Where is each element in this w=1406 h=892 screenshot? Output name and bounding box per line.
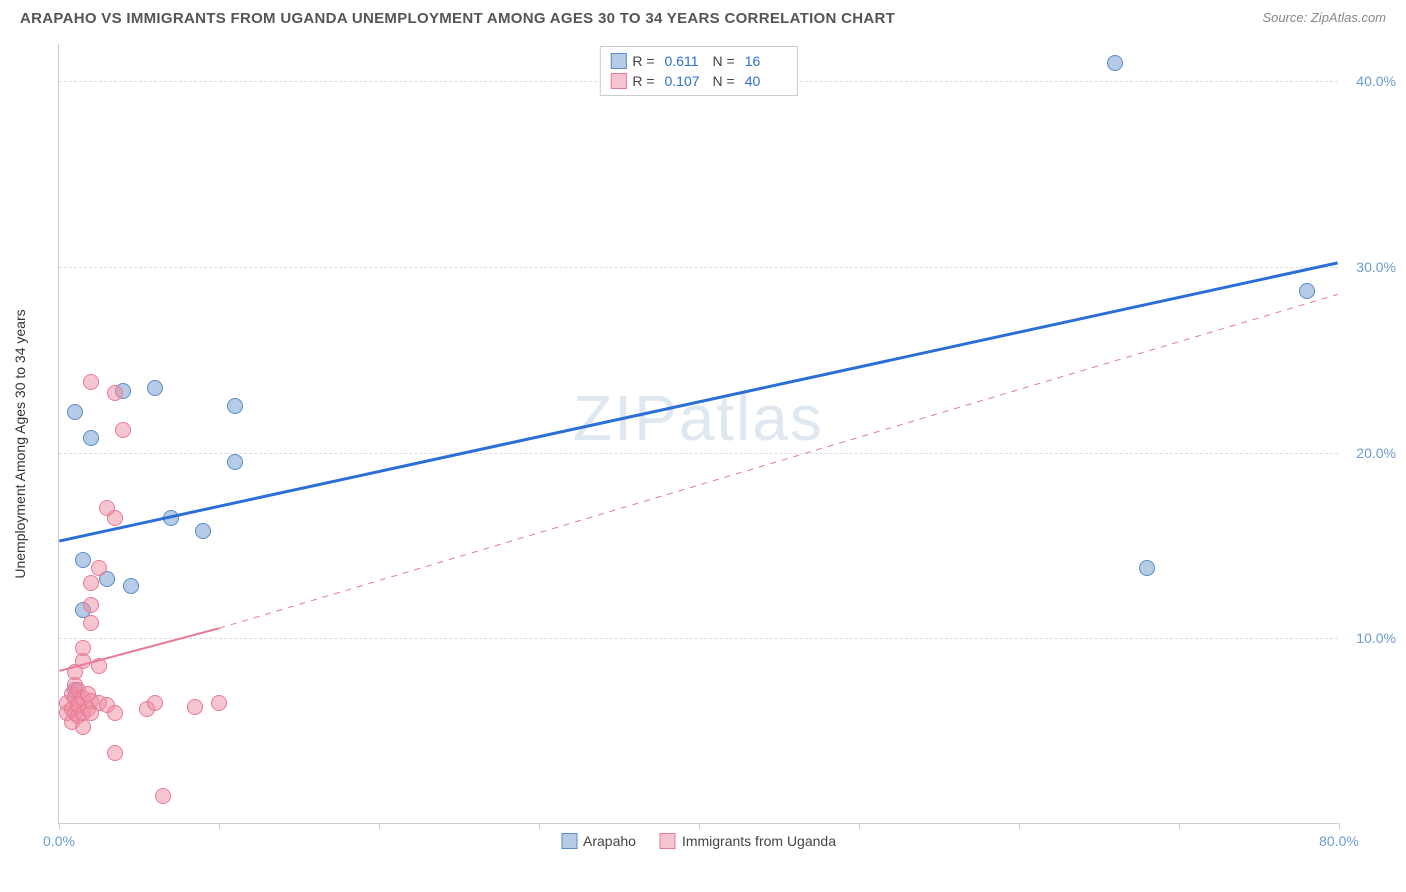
gridline-h bbox=[59, 453, 1338, 454]
scatter-plot: ZIPatlas R = 0.611 N = 16 R = 0.107 N = … bbox=[58, 44, 1338, 824]
x-tick-label: 80.0% bbox=[1319, 833, 1359, 849]
swatch-pink bbox=[660, 833, 676, 849]
data-point bbox=[75, 552, 91, 568]
data-point bbox=[107, 385, 123, 401]
y-tick-label: 20.0% bbox=[1356, 445, 1396, 461]
swatch-pink bbox=[610, 73, 626, 89]
data-point bbox=[155, 788, 171, 804]
data-point bbox=[227, 398, 243, 414]
header: ARAPAHO VS IMMIGRANTS FROM UGANDA UNEMPL… bbox=[0, 0, 1406, 33]
n-label: N = bbox=[713, 73, 735, 89]
legend-item-arapaho: Arapaho bbox=[561, 833, 636, 849]
source-label: Source: ZipAtlas.com bbox=[1262, 10, 1386, 25]
data-point bbox=[83, 597, 99, 613]
data-point bbox=[195, 523, 211, 539]
data-point bbox=[147, 695, 163, 711]
data-point bbox=[67, 404, 83, 420]
data-point bbox=[83, 374, 99, 390]
data-point bbox=[147, 380, 163, 396]
data-point bbox=[211, 695, 227, 711]
gridline-h bbox=[59, 638, 1338, 639]
legend-row-uganda: R = 0.107 N = 40 bbox=[610, 71, 786, 91]
data-point bbox=[75, 640, 91, 656]
n-value-uganda: 40 bbox=[745, 73, 787, 89]
data-point bbox=[107, 745, 123, 761]
data-point bbox=[163, 510, 179, 526]
r-label: R = bbox=[632, 73, 654, 89]
x-tick bbox=[859, 823, 860, 829]
data-point bbox=[83, 430, 99, 446]
trend-lines bbox=[59, 44, 1338, 823]
chart-title: ARAPAHO VS IMMIGRANTS FROM UGANDA UNEMPL… bbox=[20, 10, 895, 27]
watermark: ZIPatlas bbox=[573, 381, 824, 455]
x-tick bbox=[1019, 823, 1020, 829]
x-tick bbox=[1339, 823, 1340, 829]
chart-container: Unemployment Among Ages 30 to 34 years Z… bbox=[50, 44, 1380, 844]
series-legend: Arapaho Immigrants from Uganda bbox=[561, 833, 836, 849]
swatch-blue bbox=[610, 53, 626, 69]
data-point bbox=[83, 615, 99, 631]
n-value-arapaho: 16 bbox=[745, 53, 787, 69]
x-tick bbox=[1179, 823, 1180, 829]
r-label: R = bbox=[632, 53, 654, 69]
swatch-blue bbox=[561, 833, 577, 849]
x-tick-label: 0.0% bbox=[43, 833, 75, 849]
n-label: N = bbox=[713, 53, 735, 69]
data-point bbox=[115, 422, 131, 438]
data-point bbox=[1299, 283, 1315, 299]
legend-row-arapaho: R = 0.611 N = 16 bbox=[610, 51, 786, 71]
x-tick bbox=[219, 823, 220, 829]
data-point bbox=[83, 575, 99, 591]
x-tick bbox=[539, 823, 540, 829]
legend-label-uganda: Immigrants from Uganda bbox=[682, 833, 836, 849]
data-point bbox=[1107, 55, 1123, 71]
data-point bbox=[227, 454, 243, 470]
data-point bbox=[123, 578, 139, 594]
data-point bbox=[187, 699, 203, 715]
x-tick bbox=[699, 823, 700, 829]
y-tick-label: 40.0% bbox=[1356, 73, 1396, 89]
gridline-h bbox=[59, 267, 1338, 268]
r-value-uganda: 0.107 bbox=[665, 73, 707, 89]
x-tick bbox=[59, 823, 60, 829]
legend-item-uganda: Immigrants from Uganda bbox=[660, 833, 836, 849]
y-tick-label: 10.0% bbox=[1356, 630, 1396, 646]
data-point bbox=[91, 658, 107, 674]
data-point bbox=[91, 560, 107, 576]
data-point bbox=[75, 719, 91, 735]
r-value-arapaho: 0.611 bbox=[665, 53, 707, 69]
y-tick-label: 30.0% bbox=[1356, 259, 1396, 275]
y-axis-label: Unemployment Among Ages 30 to 34 years bbox=[12, 309, 28, 578]
data-point bbox=[1139, 560, 1155, 576]
x-tick bbox=[379, 823, 380, 829]
correlation-legend: R = 0.611 N = 16 R = 0.107 N = 40 bbox=[599, 46, 797, 96]
legend-label-arapaho: Arapaho bbox=[583, 833, 636, 849]
data-point bbox=[107, 705, 123, 721]
data-point bbox=[107, 510, 123, 526]
